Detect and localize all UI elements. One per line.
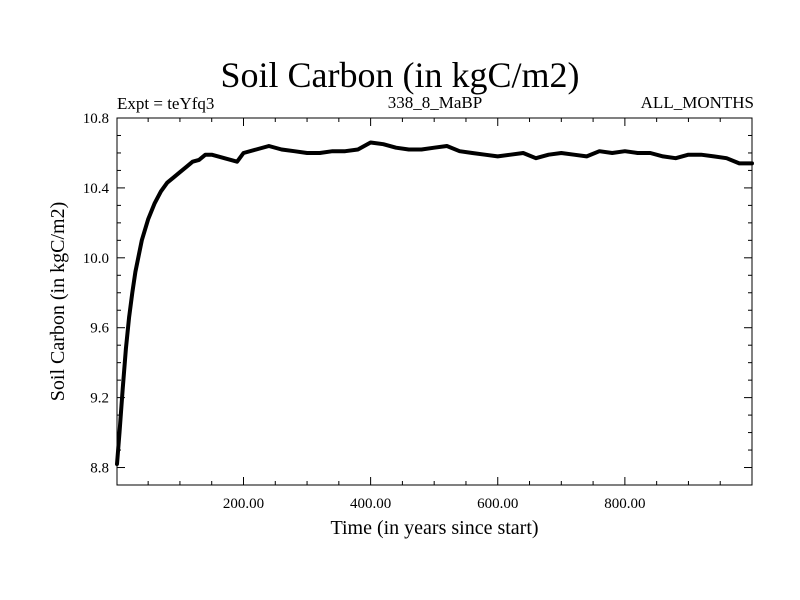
x-tick-label: 600.00 [477, 496, 518, 512]
y-tick-label: 10.8 [83, 111, 109, 127]
y-axis-label: Soil Carbon (in kgC/m2) [47, 202, 69, 401]
y-tick-label: 9.6 [90, 321, 109, 337]
y-tick-label: 9.2 [90, 391, 109, 407]
x-tick-label: 200.00 [223, 496, 264, 512]
x-axis-label: Time (in years since start) [330, 517, 538, 539]
x-tick-label: 400.00 [350, 496, 391, 512]
series-line [115, 140, 754, 466]
y-tick-label: 10.0 [83, 251, 109, 267]
experiment-label: Expt = teYfq3 [117, 94, 215, 113]
chart-title: Soil Carbon (in kgC/m2) [220, 55, 580, 95]
plot-frame [116, 117, 753, 486]
months-label: ALL_MONTHS [640, 93, 754, 112]
y-tick-label: 8.8 [90, 461, 109, 477]
run-label: 338_8_MaBP [387, 93, 483, 112]
x-tick-label: 800.00 [604, 496, 645, 512]
y-tick-label: 10.4 [83, 181, 110, 197]
